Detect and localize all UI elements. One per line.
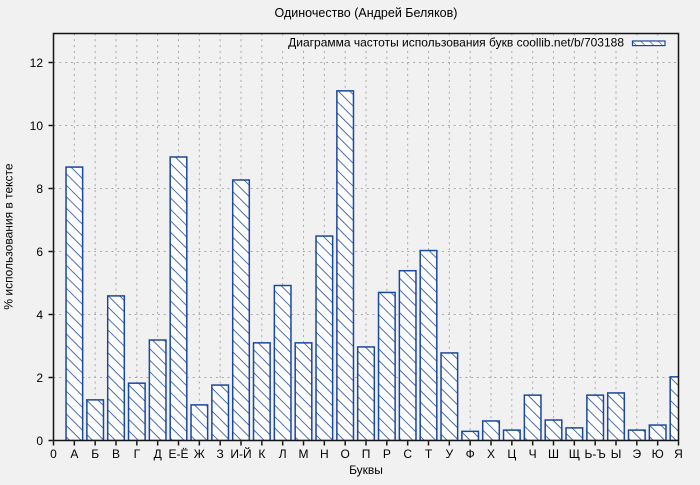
svg-text:Щ: Щ bbox=[569, 447, 580, 461]
svg-text:Л: Л bbox=[279, 447, 287, 461]
svg-text:И-Й: И-Й bbox=[230, 446, 251, 461]
svg-text:Э: Э bbox=[633, 447, 642, 461]
svg-text:Р: Р bbox=[383, 447, 391, 461]
svg-text:Б: Б bbox=[91, 447, 99, 461]
svg-text:А: А bbox=[70, 447, 78, 461]
svg-text:Буквы: Буквы bbox=[349, 463, 383, 477]
svg-text:С: С bbox=[403, 447, 412, 461]
svg-text:2: 2 bbox=[36, 371, 43, 385]
svg-text:0: 0 bbox=[36, 434, 43, 448]
svg-text:10: 10 bbox=[30, 119, 44, 133]
svg-text:12: 12 bbox=[30, 56, 44, 70]
svg-text:0: 0 bbox=[50, 447, 57, 461]
svg-text:Х: Х bbox=[487, 447, 495, 461]
svg-text:У: У bbox=[446, 447, 454, 461]
svg-text:К: К bbox=[258, 447, 265, 461]
svg-text:Т: Т bbox=[425, 447, 433, 461]
svg-text:Ц: Ц bbox=[507, 447, 516, 461]
svg-text:З: З bbox=[217, 447, 224, 461]
svg-text:В: В bbox=[112, 447, 120, 461]
svg-text:Е-Ё: Е-Ё bbox=[168, 447, 188, 461]
svg-text:% использования в тексте: % использования в тексте bbox=[2, 163, 16, 309]
svg-text:Н: Н bbox=[320, 447, 329, 461]
svg-text:Д: Д bbox=[154, 447, 162, 461]
svg-text:Ж: Ж bbox=[194, 447, 205, 461]
svg-text:6: 6 bbox=[36, 245, 43, 259]
svg-text:Г: Г bbox=[134, 447, 141, 461]
svg-text:Я: Я bbox=[674, 447, 683, 461]
svg-text:Одиночество (Андрей Беляков): Одиночество (Андрей Беляков) bbox=[275, 6, 458, 20]
svg-text:П: П bbox=[362, 447, 371, 461]
svg-text:Ч: Ч bbox=[529, 447, 537, 461]
svg-text:8: 8 bbox=[36, 182, 43, 196]
svg-text:Ы: Ы bbox=[611, 447, 622, 461]
svg-text:Ю: Ю bbox=[652, 447, 664, 461]
svg-text:4: 4 bbox=[36, 308, 43, 322]
svg-text:Диаграмма частоты использовани: Диаграмма частоты использования букв coo… bbox=[288, 36, 624, 50]
svg-text:Ф: Ф bbox=[466, 447, 475, 461]
svg-text:М: М bbox=[299, 447, 309, 461]
svg-text:Ш: Ш bbox=[548, 447, 559, 461]
svg-text:Ь-Ъ: Ь-Ъ bbox=[584, 447, 605, 461]
svg-text:О: О bbox=[340, 447, 349, 461]
